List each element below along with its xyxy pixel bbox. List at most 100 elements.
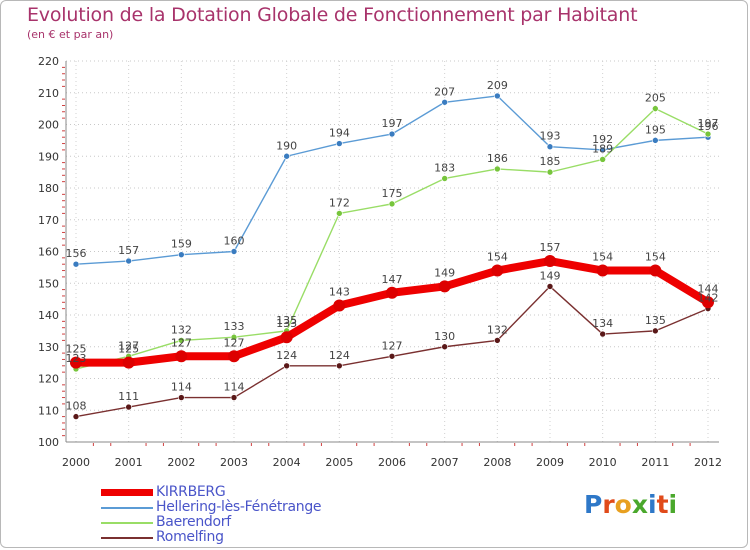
proxiti-logo: Proxiti xyxy=(584,490,677,519)
data-label: 194 xyxy=(329,127,350,140)
data-point xyxy=(652,105,659,112)
chart-subtitle: (en € et par an) xyxy=(27,28,114,41)
data-label: 114 xyxy=(171,381,192,394)
logo-letter: r xyxy=(602,490,615,519)
data-point xyxy=(178,394,185,401)
x-tick-label: 2006 xyxy=(378,456,406,469)
data-point xyxy=(494,92,501,100)
data-point xyxy=(546,168,554,176)
data-label: 149 xyxy=(434,266,455,279)
data-point xyxy=(494,337,501,344)
data-point xyxy=(175,350,188,363)
y-tick-label: 140 xyxy=(38,309,59,322)
data-label: 142 xyxy=(698,292,719,305)
data-point xyxy=(704,130,712,138)
data-label: 172 xyxy=(329,196,350,209)
data-label: 185 xyxy=(540,155,561,168)
x-tick-label: 2009 xyxy=(536,456,564,469)
x-tick-label: 2010 xyxy=(589,456,617,469)
logo-letter: P xyxy=(584,490,603,519)
x-tick-label: 2004 xyxy=(273,456,301,469)
data-point xyxy=(652,327,659,335)
y-tick-label: 120 xyxy=(38,373,59,386)
data-label: 197 xyxy=(698,117,719,130)
data-point xyxy=(441,343,448,351)
data-point xyxy=(441,175,448,182)
x-tick-label: 2008 xyxy=(483,456,511,469)
legend-swatch xyxy=(101,522,153,524)
logo-letter: t xyxy=(656,490,669,519)
logo-letter: i xyxy=(648,490,657,519)
data-label: 149 xyxy=(540,269,561,282)
data-point xyxy=(544,255,556,268)
data-point xyxy=(72,413,80,420)
legend-swatch xyxy=(101,537,153,539)
data-label: 130 xyxy=(434,330,455,343)
data-point xyxy=(336,362,343,370)
x-tick-label: 2002 xyxy=(167,456,195,469)
data-point xyxy=(280,331,293,344)
data-label: 125 xyxy=(118,343,139,356)
data-label: 157 xyxy=(118,244,139,257)
x-tick-label: 2003 xyxy=(220,456,248,469)
data-point xyxy=(125,403,132,411)
y-tick-label: 160 xyxy=(38,246,59,259)
data-label: 193 xyxy=(540,130,561,143)
data-label: 147 xyxy=(382,273,403,286)
data-label: 127 xyxy=(118,339,139,352)
data-label: 195 xyxy=(645,123,666,136)
data-point xyxy=(649,264,662,277)
data-label: 207 xyxy=(434,85,455,98)
data-point xyxy=(336,210,343,217)
y-tick-label: 190 xyxy=(38,150,59,163)
x-tick-labels: 2000 2001 2002 2003 2004 2005 2006 2007 2008 2009… xyxy=(62,456,722,469)
x-tick-label: 2007 xyxy=(431,456,459,469)
legend-label: Hellering-lès-Fénétrange xyxy=(156,499,322,515)
data-point xyxy=(599,330,606,338)
data-point xyxy=(72,260,80,268)
data-point xyxy=(596,264,609,277)
data-label: 127 xyxy=(171,336,192,349)
legend-label: KIRRBERG xyxy=(156,484,226,500)
data-label: 124 xyxy=(329,349,350,362)
legend-swatch xyxy=(101,489,153,496)
data-label: 144 xyxy=(698,282,719,295)
logo-letter: x xyxy=(631,490,648,519)
data-label: 209 xyxy=(487,79,508,92)
data-label: 175 xyxy=(382,187,403,200)
legend-label: Romelfing xyxy=(156,529,224,545)
y-tick-label: 150 xyxy=(38,277,59,290)
y-tick-label: 220 xyxy=(38,55,59,68)
x-tick-label: 2000 xyxy=(62,456,90,469)
data-point xyxy=(546,283,554,290)
logo-letter: i xyxy=(668,490,678,519)
y-tick-label: 100 xyxy=(38,436,59,449)
data-point xyxy=(388,200,396,208)
x-tick-label: 2012 xyxy=(694,456,722,469)
x-tick-label: 2001 xyxy=(115,456,143,469)
data-point xyxy=(652,137,659,144)
data-point xyxy=(228,350,240,363)
data-point xyxy=(178,337,185,344)
data-label: 205 xyxy=(645,92,666,105)
data-label: 190 xyxy=(276,139,297,152)
data-label: 159 xyxy=(171,238,192,251)
y-tick-labels: 100 110 120 130 140 150 160 170 180 190 200 210 220 xyxy=(38,55,59,449)
chart-title: Evolution de la Dotation Globale de Fonc… xyxy=(27,4,638,26)
y-tick-label: 110 xyxy=(38,404,59,417)
data-label: 143 xyxy=(329,285,350,298)
data-label: 154 xyxy=(487,251,508,264)
y-tick-label: 130 xyxy=(38,341,59,354)
data-label: 192 xyxy=(592,133,613,146)
data-label: 135 xyxy=(645,314,666,327)
data-label: 133 xyxy=(224,320,245,333)
data-label: 125 xyxy=(66,343,87,356)
data-point xyxy=(546,143,554,151)
y-tick-label: 170 xyxy=(38,214,59,227)
data-label: 134 xyxy=(592,317,613,330)
data-point xyxy=(230,333,238,341)
data-point xyxy=(230,394,238,401)
data-point xyxy=(599,146,606,154)
